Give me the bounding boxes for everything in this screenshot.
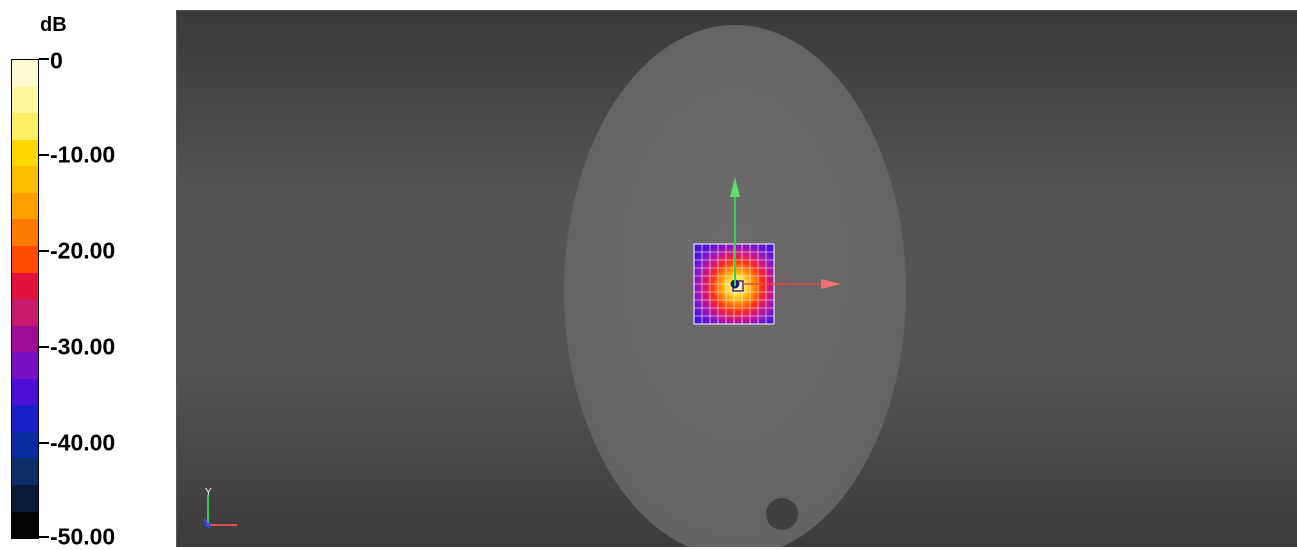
phantom-marker [766, 498, 798, 530]
legend-tick [39, 346, 49, 348]
orientation-triad: Y [203, 487, 237, 528]
legend-tick [39, 442, 49, 444]
legend-swatch [12, 405, 38, 432]
legend-tick-label: -50.00 [50, 523, 116, 550]
legend-swatch [12, 378, 38, 406]
legend-swatch [12, 166, 38, 193]
x-axis-arrow [743, 279, 841, 289]
legend-tick-label: -30.00 [50, 333, 116, 360]
legend-color-bar [11, 59, 39, 539]
legend-tick [39, 250, 49, 252]
legend-swatch [12, 485, 38, 512]
legend-tick-label: -10.00 [50, 141, 116, 168]
y-axis-arrow [730, 177, 740, 286]
legend-swatch [12, 139, 38, 167]
legend-tick-label: -40.00 [50, 429, 116, 456]
legend-swatch [12, 219, 38, 246]
legend-swatch [12, 325, 38, 353]
legend-swatch [12, 272, 38, 300]
legend-swatch [12, 511, 38, 539]
legend-swatch [12, 352, 38, 379]
legend-swatch [12, 192, 38, 220]
legend-swatch [12, 431, 38, 459]
legend-tick-label: 0 [50, 47, 63, 74]
legend-swatch [12, 458, 38, 485]
triad-y-label: Y [205, 487, 212, 498]
legend-swatch [12, 299, 38, 326]
legend-swatch [12, 60, 38, 87]
legend-swatch [12, 113, 38, 140]
legend-tick [39, 536, 49, 538]
legend-tick-label: -20.00 [50, 237, 116, 264]
legend-tick [39, 58, 49, 60]
color-scale-legend: dB 0 -10.00 -20.00 -30.00 -40.00 -50.00 [0, 0, 170, 550]
legend-swatch [12, 245, 38, 273]
3d-viewport[interactable]: Y [176, 10, 1297, 547]
scene-svg: Y [203, 25, 906, 547]
legend-unit-label: dB [40, 14, 67, 36]
legend-swatch [12, 86, 38, 114]
legend-tick [39, 154, 49, 156]
